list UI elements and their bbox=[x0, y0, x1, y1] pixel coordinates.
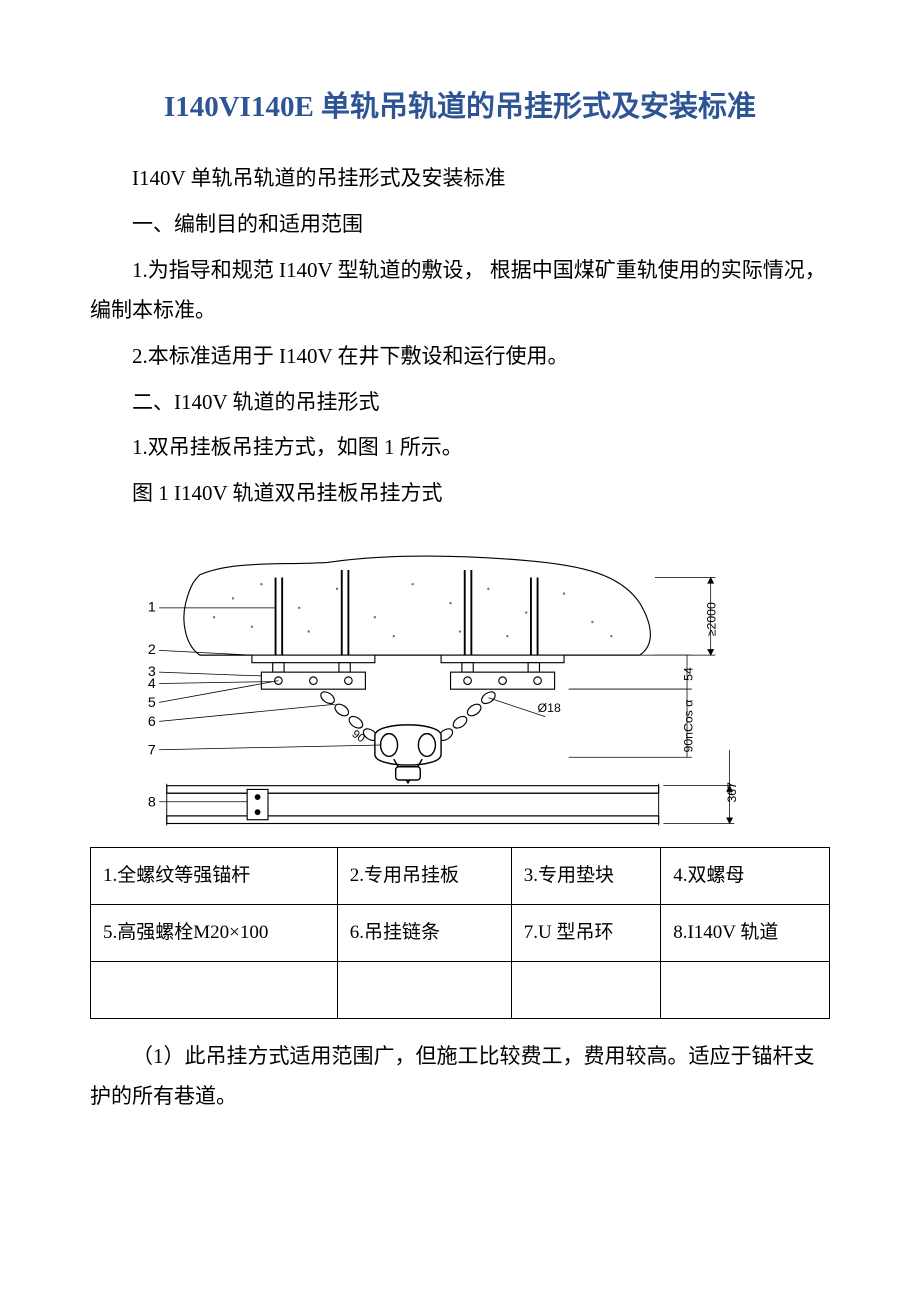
leader-numbers: 1 2 3 4 5 6 7 8 bbox=[148, 600, 156, 811]
dimension-texts: ≥2000 54 90nCos α 367 bbox=[682, 602, 740, 803]
table-cell: 5.高强螺栓M20×100 bbox=[91, 905, 338, 962]
table-cell bbox=[511, 962, 660, 1019]
paragraph: （1）此吊挂方式适用范围广，但施工比较费工，费用较高。适应于锚杆支护的所有巷道。 bbox=[90, 1037, 830, 1117]
table-cell: 1.全螺纹等强锚杆 bbox=[91, 848, 338, 905]
table-cell: 3.专用垫块 bbox=[511, 848, 660, 905]
rock-outline bbox=[184, 556, 650, 655]
hanging-diagram: www.bdocx.com bbox=[110, 532, 810, 835]
figure-caption: 图 1 I140V 轨道双吊挂板吊挂方式 bbox=[90, 474, 830, 514]
hanging-plates bbox=[252, 655, 564, 689]
page-title: I140VI140E 单轨吊轨道的吊挂形式及安装标准 bbox=[90, 80, 830, 135]
table-cell: 4.双螺母 bbox=[661, 848, 830, 905]
svg-text:Ø18: Ø18 bbox=[538, 701, 561, 715]
svg-text:7: 7 bbox=[148, 743, 156, 759]
table-row: 1.全螺纹等强锚杆 2.专用吊挂板 3.专用垫块 4.双螺母 bbox=[91, 848, 830, 905]
table-cell: 7.U 型吊环 bbox=[511, 905, 660, 962]
table-cell: 2.专用吊挂板 bbox=[337, 848, 511, 905]
table-cell: 8.I140V 轨道 bbox=[661, 905, 830, 962]
table-row bbox=[91, 962, 830, 1019]
svg-text:5: 5 bbox=[148, 695, 156, 711]
svg-text:6: 6 bbox=[148, 714, 156, 730]
dim-chain-dia: Ø18 bbox=[488, 698, 561, 717]
svg-text:4: 4 bbox=[148, 676, 156, 692]
paragraph: 2.本标准适用于 I140V 在井下敷设和运行使用。 bbox=[90, 337, 830, 377]
svg-text:≥2000: ≥2000 bbox=[704, 602, 718, 636]
section-heading: 二、I140V 轨道的吊挂形式 bbox=[90, 383, 830, 423]
svg-text:367: 367 bbox=[725, 782, 739, 803]
figure-1: www.bdocx.com bbox=[90, 532, 830, 835]
u-ring bbox=[375, 725, 441, 783]
table-cell bbox=[337, 962, 511, 1019]
table-cell: 6.吊挂链条 bbox=[337, 905, 511, 962]
svg-text:8: 8 bbox=[148, 795, 156, 811]
paragraph: 1.双吊挂板吊挂方式，如图 1 所示。 bbox=[90, 428, 830, 468]
svg-text:54: 54 bbox=[682, 667, 696, 681]
svg-text:2: 2 bbox=[148, 642, 156, 658]
paragraph: 1.为指导和规范 I140V 型轨道的敷设， 根据中国煤矿重轨使用的实际情况，编… bbox=[90, 251, 830, 331]
table-row: 5.高强螺栓M20×100 6.吊挂链条 7.U 型吊环 8.I140V 轨道 bbox=[91, 905, 830, 962]
table-cell bbox=[91, 962, 338, 1019]
table-cell bbox=[661, 962, 830, 1019]
paragraph: I140V 单轨吊轨道的吊挂形式及安装标准 bbox=[90, 159, 830, 199]
i140v-rail bbox=[167, 784, 659, 826]
parts-table: 1.全螺纹等强锚杆 2.专用吊挂板 3.专用垫块 4.双螺母 5.高强螺栓M20… bbox=[90, 847, 830, 1019]
svg-text:1: 1 bbox=[148, 600, 156, 616]
section-heading: 一、编制目的和适用范围 bbox=[90, 205, 830, 245]
svg-text:90nCos α: 90nCos α bbox=[682, 700, 696, 753]
